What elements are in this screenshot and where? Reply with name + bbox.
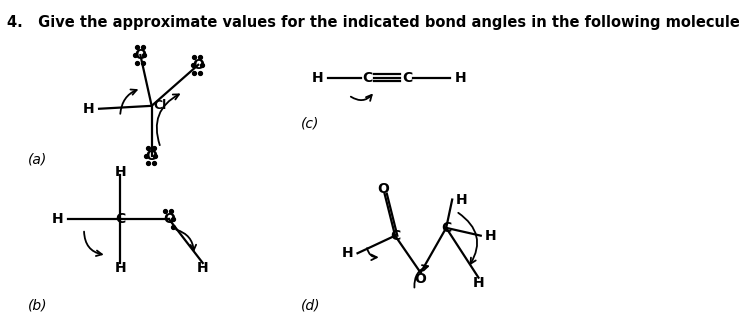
Text: H: H — [83, 102, 95, 116]
Text: C: C — [441, 221, 452, 235]
Text: (b): (b) — [27, 298, 47, 312]
Text: Cl: Cl — [153, 99, 166, 112]
Text: H: H — [115, 261, 126, 275]
Text: H: H — [52, 212, 63, 226]
Text: O: O — [415, 272, 426, 286]
Text: H: H — [115, 165, 126, 179]
Text: C: C — [402, 70, 412, 84]
Text: H: H — [341, 246, 353, 260]
Text: H: H — [197, 261, 208, 275]
Text: O: O — [134, 48, 146, 62]
Text: H: H — [485, 229, 496, 243]
Text: H: H — [456, 192, 468, 207]
Text: 4.   Give the approximate values for the indicated bond angles in the following : 4. Give the approximate values for the i… — [7, 15, 739, 30]
Text: (a): (a) — [27, 153, 47, 167]
Text: (d): (d) — [301, 298, 320, 312]
Text: C: C — [115, 212, 125, 226]
Text: O: O — [192, 58, 204, 72]
Text: H: H — [454, 70, 466, 84]
Text: O: O — [146, 149, 157, 163]
Text: C: C — [390, 229, 401, 243]
Text: O: O — [163, 212, 175, 226]
Text: H: H — [473, 276, 484, 290]
Text: (c): (c) — [301, 117, 319, 131]
Text: C: C — [362, 70, 372, 84]
Text: O: O — [377, 182, 389, 196]
Text: H: H — [312, 70, 324, 84]
